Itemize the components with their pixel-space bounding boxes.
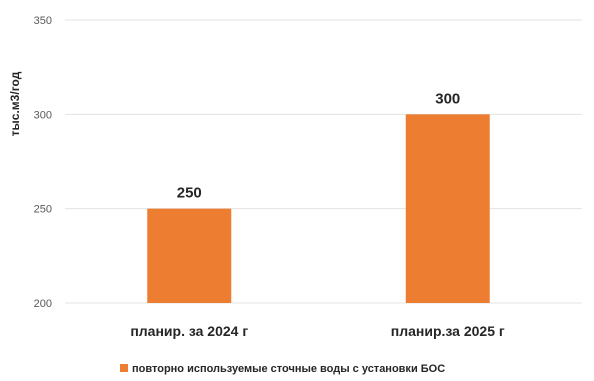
bar-1 bbox=[147, 208, 232, 303]
bars bbox=[147, 114, 490, 303]
y-tick-label: 350 bbox=[34, 15, 52, 27]
y-tick-label: 200 bbox=[34, 298, 52, 310]
y-tick-label: 300 bbox=[34, 109, 52, 121]
x-category-label: планир.за 2025 г bbox=[391, 323, 505, 339]
bar-2 bbox=[405, 114, 490, 303]
labels: 200 250 300 350 250 планир. за 2024 г 300 плани… bbox=[34, 15, 505, 339]
y-tick-label: 250 bbox=[34, 204, 52, 216]
bar-data-label: 300 bbox=[435, 90, 460, 107]
gridlines bbox=[65, 19, 582, 304]
x-category-label: планир. за 2024 г bbox=[130, 323, 248, 339]
legend: повторно используемые сточные воды с уст… bbox=[120, 363, 445, 375]
y-axis-title: тыс.м3/год bbox=[8, 71, 22, 136]
bar-data-label: 250 bbox=[177, 185, 202, 202]
legend-swatch bbox=[120, 364, 128, 372]
legend-label: повторно используемые сточные воды с уст… bbox=[132, 363, 445, 375]
